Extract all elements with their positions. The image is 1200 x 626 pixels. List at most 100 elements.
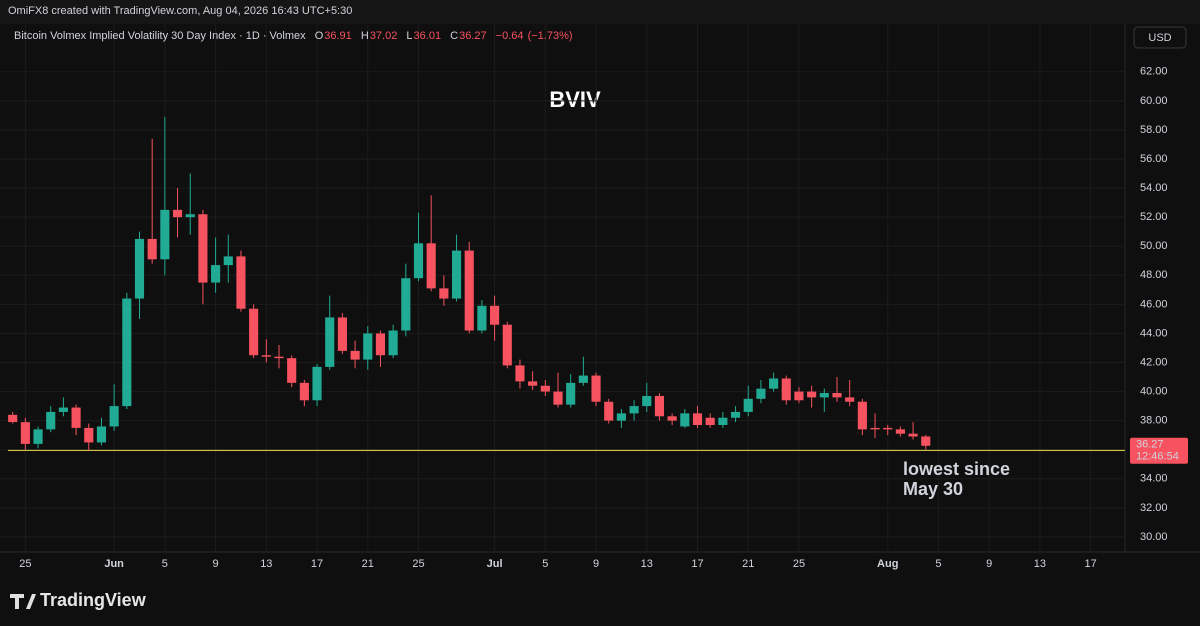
x-tick-label: 17 [691, 558, 703, 570]
y-tick-label: 46.00 [1140, 298, 1168, 310]
x-tick-label: Jun [104, 558, 124, 570]
candle-body [401, 278, 411, 331]
currency: USD [1148, 32, 1171, 44]
candle-body [413, 243, 424, 279]
x-tick-label: 17 [1085, 558, 1097, 570]
candle-body [363, 333, 373, 360]
ohlc-label: O [314, 30, 324, 42]
candle-body [540, 385, 550, 392]
x-tick-label: 25 [412, 558, 424, 570]
candle-body [730, 411, 741, 418]
candle-body [921, 436, 931, 446]
candle-body [451, 250, 462, 299]
y-tick-label: 32.00 [1140, 502, 1168, 514]
currency-button[interactable] [1133, 26, 1187, 49]
change: −0.64 [495, 30, 524, 42]
y-tick-label: 62.00 [1140, 66, 1168, 78]
candle-body [807, 391, 817, 398]
x-tick-label: 13 [1034, 558, 1046, 570]
candle-body [477, 305, 487, 331]
x-tick-label: 5 [162, 558, 168, 570]
candle-body [718, 417, 728, 425]
candle-body [705, 417, 715, 425]
candle-body [71, 407, 81, 428]
annotation: lowest since [903, 459, 1010, 479]
ohlc-label: H [360, 30, 369, 42]
ohlc-value: 36.91 [324, 30, 352, 42]
candle-body [122, 298, 132, 407]
candle-body [388, 330, 398, 356]
candle-body [20, 422, 30, 444]
y-tick-label: 30.00 [1140, 531, 1168, 543]
candle-body [781, 378, 791, 401]
x-tick-label: 13 [641, 558, 653, 570]
header: OmiFX8 created with TradingView.com, Aug… [8, 5, 353, 17]
y-tick-label: 56.00 [1140, 153, 1168, 165]
candle-body [464, 250, 474, 331]
candle-body [198, 214, 208, 283]
candle-body [756, 388, 766, 399]
y-tick-label: 60.00 [1140, 95, 1168, 107]
candle-body [96, 426, 107, 443]
candle-body [692, 413, 703, 425]
y-tick-label: 40.00 [1140, 385, 1168, 397]
x-tick-label: Jul [487, 558, 503, 570]
candle-body [160, 209, 170, 260]
candle-body [211, 265, 221, 283]
candle-body [109, 406, 119, 427]
change-pct: (−1.73%) [527, 30, 573, 42]
y-tick-label: 38.00 [1140, 415, 1168, 427]
candle-body [287, 358, 297, 383]
y-tick-label: 52.00 [1140, 211, 1168, 223]
candle-body [553, 391, 563, 405]
candle-body [642, 395, 652, 407]
candle-body [249, 308, 259, 356]
candle-body [8, 414, 18, 423]
annotation: May 30 [903, 479, 963, 499]
candle-body [832, 393, 842, 398]
watermark: TradingView [40, 590, 147, 610]
y-tick-label: 34.00 [1140, 473, 1168, 485]
y-tick-label: 58.00 [1140, 124, 1168, 136]
x-tick-label: 17 [311, 558, 323, 570]
x-tick-label: 9 [986, 558, 992, 570]
last-price-box [1130, 437, 1188, 464]
candle-body [515, 365, 525, 382]
logo-icon [10, 594, 36, 609]
candle-body [58, 407, 68, 412]
candle-body [172, 209, 183, 218]
candle-body [325, 317, 335, 367]
candle-body [261, 355, 271, 357]
ohlc-value: 37.02 [369, 30, 398, 42]
candle-body [350, 350, 360, 360]
candle-body [299, 382, 309, 401]
chart-title: BVIV [549, 87, 601, 112]
candle-body [528, 381, 538, 386]
candle-body [375, 333, 386, 356]
y-tick-label: 50.00 [1140, 240, 1168, 252]
candle-body [629, 406, 639, 414]
candle-body [236, 256, 246, 309]
x-tick-label: 21 [362, 558, 374, 570]
countdown: 12:46:54 [1136, 451, 1179, 463]
x-tick-label: 5 [542, 558, 548, 570]
candle-body [819, 393, 829, 398]
y-tick-label: 42.00 [1140, 356, 1168, 368]
x-tick-label: 9 [593, 558, 599, 570]
x-tick-label: 9 [213, 558, 219, 570]
candle-body [46, 411, 56, 430]
candle-body [591, 375, 601, 402]
top-bar [0, 0, 1200, 24]
candle-body [895, 429, 905, 434]
candle-body [312, 366, 322, 401]
x-tick-label: 25 [19, 558, 31, 570]
candle-body [426, 243, 436, 289]
candle-body [743, 398, 753, 412]
candle-body [566, 382, 576, 405]
candle-body [337, 317, 347, 351]
logo: TradingView [10, 590, 147, 610]
ohlc-value: 36.27 [459, 30, 487, 42]
candle-body [147, 238, 157, 260]
candle-body [870, 427, 880, 430]
